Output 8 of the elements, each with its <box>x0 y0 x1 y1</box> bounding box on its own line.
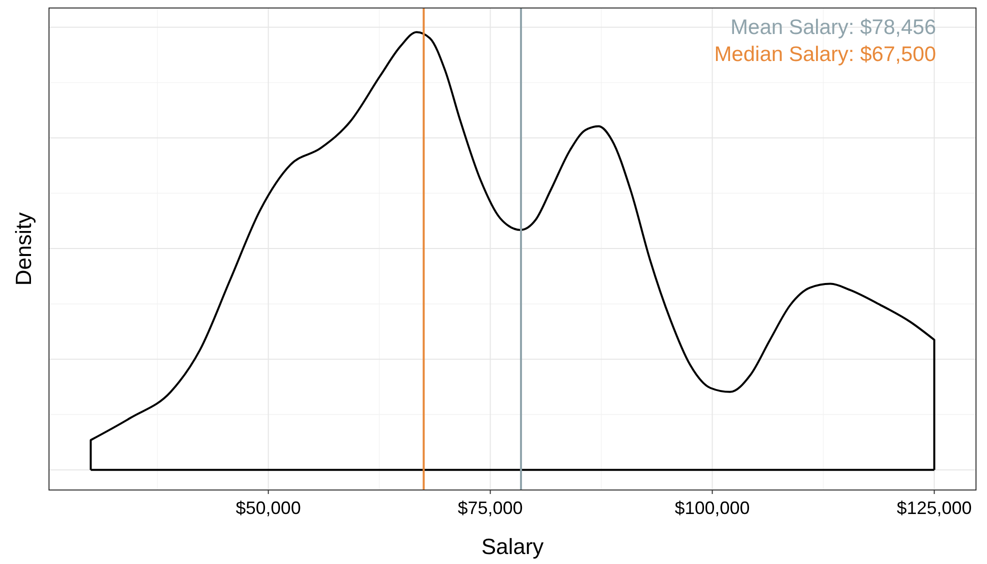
y-axis-title: Density <box>11 212 36 286</box>
x-tick-label: $50,000 <box>236 498 301 518</box>
ref-line-label: Mean Salary: $78,456 <box>730 16 936 39</box>
x-tick-label: $125,000 <box>896 498 972 518</box>
x-tick-label: $100,000 <box>674 498 750 518</box>
x-axis-title: Salary <box>481 534 544 559</box>
ref-line-label: Median Salary: $67,500 <box>714 43 936 66</box>
x-tick-label: $75,000 <box>458 498 523 518</box>
